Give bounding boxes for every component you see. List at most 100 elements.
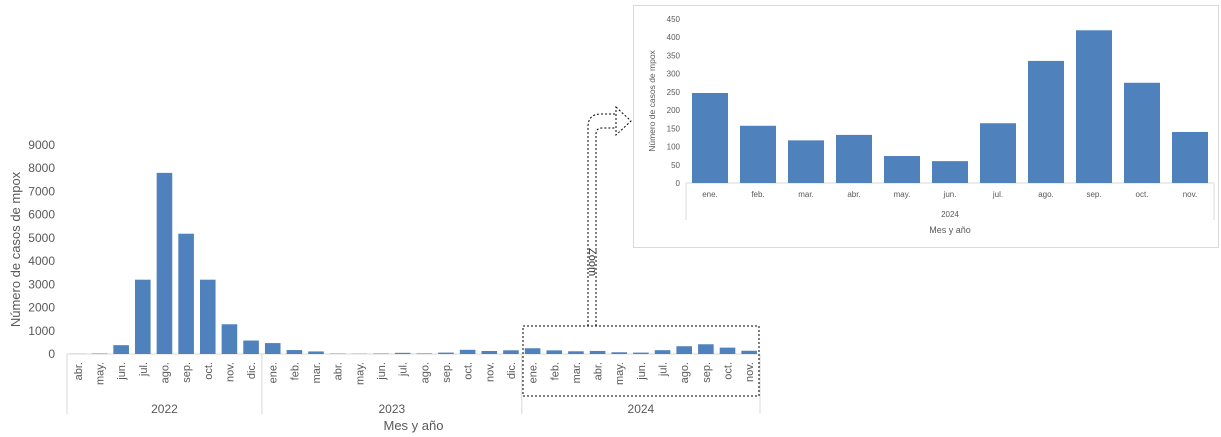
- inset-chart: 0 50 100 150 200 250 300 350 400 450 Número de cas…: [647, 15, 1215, 235]
- bar: [481, 350, 498, 354]
- x-tick-label: nov.: [224, 362, 236, 382]
- bar: [676, 346, 692, 354]
- y-tick-label: 3000: [28, 277, 55, 291]
- bar: [286, 350, 303, 354]
- y-tick-label: 0: [48, 347, 55, 361]
- y-tick-label: 4000: [28, 254, 55, 268]
- x-tick-label: may.: [94, 362, 106, 385]
- x-tick-label: ago.: [159, 362, 171, 383]
- inset-bar: [1028, 60, 1064, 183]
- y-tick-label: 6000: [28, 208, 55, 222]
- main-chart: 0100020003000400050006000700080009000Núm…: [8, 138, 761, 433]
- x-tick-label: abr.: [333, 362, 345, 380]
- y-tick-label: 8000: [28, 161, 55, 175]
- bar: [633, 352, 649, 354]
- x-tick-label: abr.: [73, 362, 85, 380]
- x-tick-label: dic.: [246, 362, 258, 379]
- bar: [503, 350, 519, 354]
- inset-x-tick-label: nov.: [1183, 190, 1198, 199]
- y-tick-label: 1000: [28, 324, 55, 338]
- bar: [394, 352, 411, 354]
- bar: [416, 353, 433, 354]
- zoom-arrow-inner: [595, 127, 616, 326]
- bar: [654, 350, 671, 354]
- inset-y-tick-label: 350: [667, 51, 681, 60]
- inset-bar: [1172, 131, 1208, 183]
- x-tick-label: abr.: [593, 362, 605, 380]
- bar: [113, 345, 129, 354]
- x-tick-label: mar.: [311, 362, 323, 383]
- y-tick-label: 5000: [28, 231, 55, 245]
- inset-y-tick-label: 150: [667, 124, 681, 133]
- bar: [568, 351, 584, 354]
- x-tick-label: ago.: [419, 362, 431, 383]
- bar: [178, 233, 194, 354]
- bar: [243, 340, 259, 354]
- inset-bar: [692, 92, 728, 183]
- x-tick-label: sep.: [441, 362, 453, 383]
- zoom-selection-box: [522, 325, 760, 397]
- inset-bar: [788, 140, 824, 183]
- inset-bar: [740, 125, 776, 183]
- inset-bar: [932, 161, 968, 183]
- x-tick-label: mar.: [571, 362, 583, 383]
- x-tick-label: jul.: [398, 362, 410, 377]
- x-tick-label: ene.: [268, 362, 280, 383]
- year-label: 2024: [628, 402, 655, 416]
- inset-y-tick-label: 0: [676, 179, 681, 188]
- bar: [589, 350, 606, 354]
- inset-x-tick-label: ene.: [702, 190, 718, 199]
- x-tick-label: oct.: [203, 362, 215, 380]
- bar: [698, 344, 714, 354]
- bar: [546, 350, 563, 354]
- inset-y-tick-label: 450: [667, 15, 681, 24]
- x-tick-label: dic.: [506, 362, 518, 379]
- bar: [741, 350, 757, 354]
- inset-bar: [1076, 30, 1112, 184]
- bar: [611, 352, 628, 354]
- x-tick-label: may.: [614, 362, 626, 385]
- bar: [156, 172, 173, 354]
- zoom-label: Zoom: [586, 248, 598, 277]
- inset-y-tick-label: 200: [667, 106, 681, 115]
- zoom-connector: [522, 105, 760, 397]
- inset-bar: [884, 156, 920, 183]
- inset-x-tick-label: sep.: [1086, 190, 1101, 199]
- x-tick-label: nov.: [484, 362, 496, 382]
- x-tick-label: sep.: [181, 362, 193, 383]
- x-tick-label: jun.: [376, 362, 388, 381]
- bar: [459, 349, 476, 354]
- zoom-arrow-head: [615, 105, 632, 137]
- inset-x-tick-label: abr.: [847, 190, 860, 199]
- zoom-arrow: [587, 113, 616, 326]
- y-tick-label: 7000: [28, 184, 55, 198]
- x-tick-label: jun.: [636, 362, 648, 381]
- x-tick-label: nov.: [744, 362, 756, 382]
- inset-y-tick-label: 400: [667, 33, 681, 42]
- inset-x-tick-label: ago.: [1038, 190, 1054, 199]
- x-tick-label: jul.: [658, 362, 670, 377]
- inset-y-tick-label: 300: [667, 70, 681, 79]
- inset-y-tick-label: 250: [667, 88, 681, 97]
- inset-y-tick-label: 100: [667, 143, 681, 152]
- year-label: 2023: [378, 402, 405, 416]
- bar: [308, 351, 324, 354]
- x-tick-label: ene.: [528, 362, 540, 383]
- y-tick-label: 2000: [28, 301, 55, 315]
- inset-bar: [1124, 82, 1160, 183]
- inset-x-tick-label: jul.: [992, 190, 1003, 199]
- x-tick-label: feb.: [289, 362, 301, 380]
- x-tick-label: feb.: [549, 362, 561, 380]
- inset-y-tick-label: 50: [671, 161, 680, 170]
- bar: [199, 279, 216, 354]
- x-tick-label: ago.: [679, 362, 691, 383]
- year-label: 2022: [151, 402, 178, 416]
- inset-x-tick-label: jun.: [943, 190, 957, 199]
- inset-year-label: 2024: [941, 210, 959, 219]
- bar: [524, 348, 541, 354]
- x-tick-label: jun.: [116, 362, 128, 381]
- inset-x-tick-label: mar.: [798, 190, 814, 199]
- inset-y-axis-title: Número de casos de mpox: [647, 49, 657, 151]
- x-tick-label: may.: [354, 362, 366, 385]
